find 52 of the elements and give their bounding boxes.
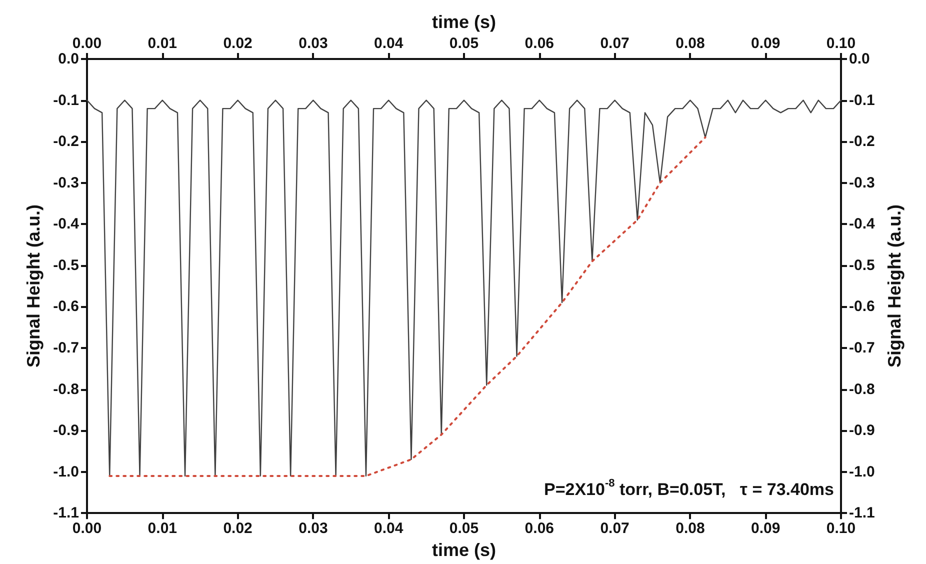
y-tick-label: -1.0 — [53, 463, 79, 480]
x2-tick-label: 0.10 — [826, 35, 856, 52]
x2-tick-label: 0.08 — [676, 35, 705, 52]
x2-tick-label: 0.07 — [600, 35, 630, 52]
line-series — [108, 136, 706, 477]
x-tick-label: 0.07 — [600, 520, 630, 538]
x2-tick-label: 0.06 — [524, 35, 554, 52]
y-tick-label: -0.6 — [53, 298, 79, 316]
y-tick-label: -0.1 — [53, 92, 79, 109]
y-tick-label: -0.3 — [53, 174, 79, 192]
y2-tick-label: -0.6 — [849, 298, 875, 316]
x2-tick-label: 0.04 — [374, 35, 404, 52]
y2-tick-label: -0.9 — [849, 422, 875, 440]
line-series — [86, 100, 842, 477]
y-tick-label: -0.8 — [53, 380, 79, 398]
y2-tick-label: 0.0 — [849, 50, 870, 68]
y2-tick-label: -0.5 — [849, 256, 875, 274]
y2-tick-label: -0.4 — [849, 216, 876, 233]
x2-axis-title: time (s) — [432, 12, 496, 32]
y-tick-label: -0.7 — [53, 339, 79, 356]
x-axis-title: time (s) — [432, 540, 496, 560]
x-tick-label: 0.10 — [826, 520, 856, 538]
x-tick-label: 0.09 — [751, 520, 780, 538]
x2-tick-label: 0.09 — [751, 35, 780, 52]
y2-tick-label: -1.1 — [849, 504, 875, 522]
x-tick-label: 0.01 — [148, 520, 177, 538]
y-tick-label: -0.5 — [53, 256, 79, 274]
y2-tick-label: -0.3 — [849, 174, 875, 192]
y2-tick-label: -0.7 — [849, 339, 875, 356]
x-tick-label: 0.06 — [524, 520, 554, 538]
x2-tick-label: 0.02 — [223, 35, 252, 52]
x-tick-label: 0.03 — [298, 520, 328, 538]
y-tick-label: -0.2 — [53, 133, 79, 150]
x-tick-label: 0.02 — [223, 520, 252, 538]
y-axis-title: Signal Height (a.u.) — [23, 204, 44, 368]
x-tick-label: 0.08 — [676, 520, 705, 538]
x-tick-label: 0.04 — [374, 520, 404, 538]
x2-tick-label: 0.00 — [72, 35, 102, 52]
x2-tick-label: 0.05 — [449, 35, 479, 52]
x2-tick-label: 0.01 — [148, 35, 177, 52]
y2-tick-label: -0.2 — [849, 133, 875, 150]
y-tick-label: -1.1 — [53, 504, 79, 522]
x-tick-label: 0.00 — [72, 520, 102, 538]
y-tick-label: 0.0 — [58, 50, 79, 68]
y-tick-label: -0.9 — [53, 422, 79, 440]
y-tick-label: -0.4 — [53, 216, 80, 233]
y2-tick-label: -0.8 — [849, 380, 875, 398]
y2-tick-label: -0.1 — [849, 92, 875, 109]
y2-axis-title: Signal Height (a.u.) — [884, 204, 905, 368]
x-tick-label: 0.05 — [449, 520, 479, 538]
y2-tick-label: -1.0 — [849, 463, 875, 480]
x2-tick-label: 0.03 — [298, 35, 328, 52]
